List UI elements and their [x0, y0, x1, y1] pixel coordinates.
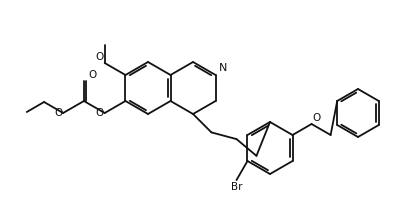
Text: O: O	[54, 108, 62, 118]
Text: O: O	[95, 52, 104, 62]
Text: N: N	[219, 63, 227, 73]
Text: O: O	[312, 113, 321, 123]
Text: O: O	[88, 70, 96, 80]
Text: Br: Br	[231, 182, 242, 192]
Text: O: O	[95, 108, 104, 118]
